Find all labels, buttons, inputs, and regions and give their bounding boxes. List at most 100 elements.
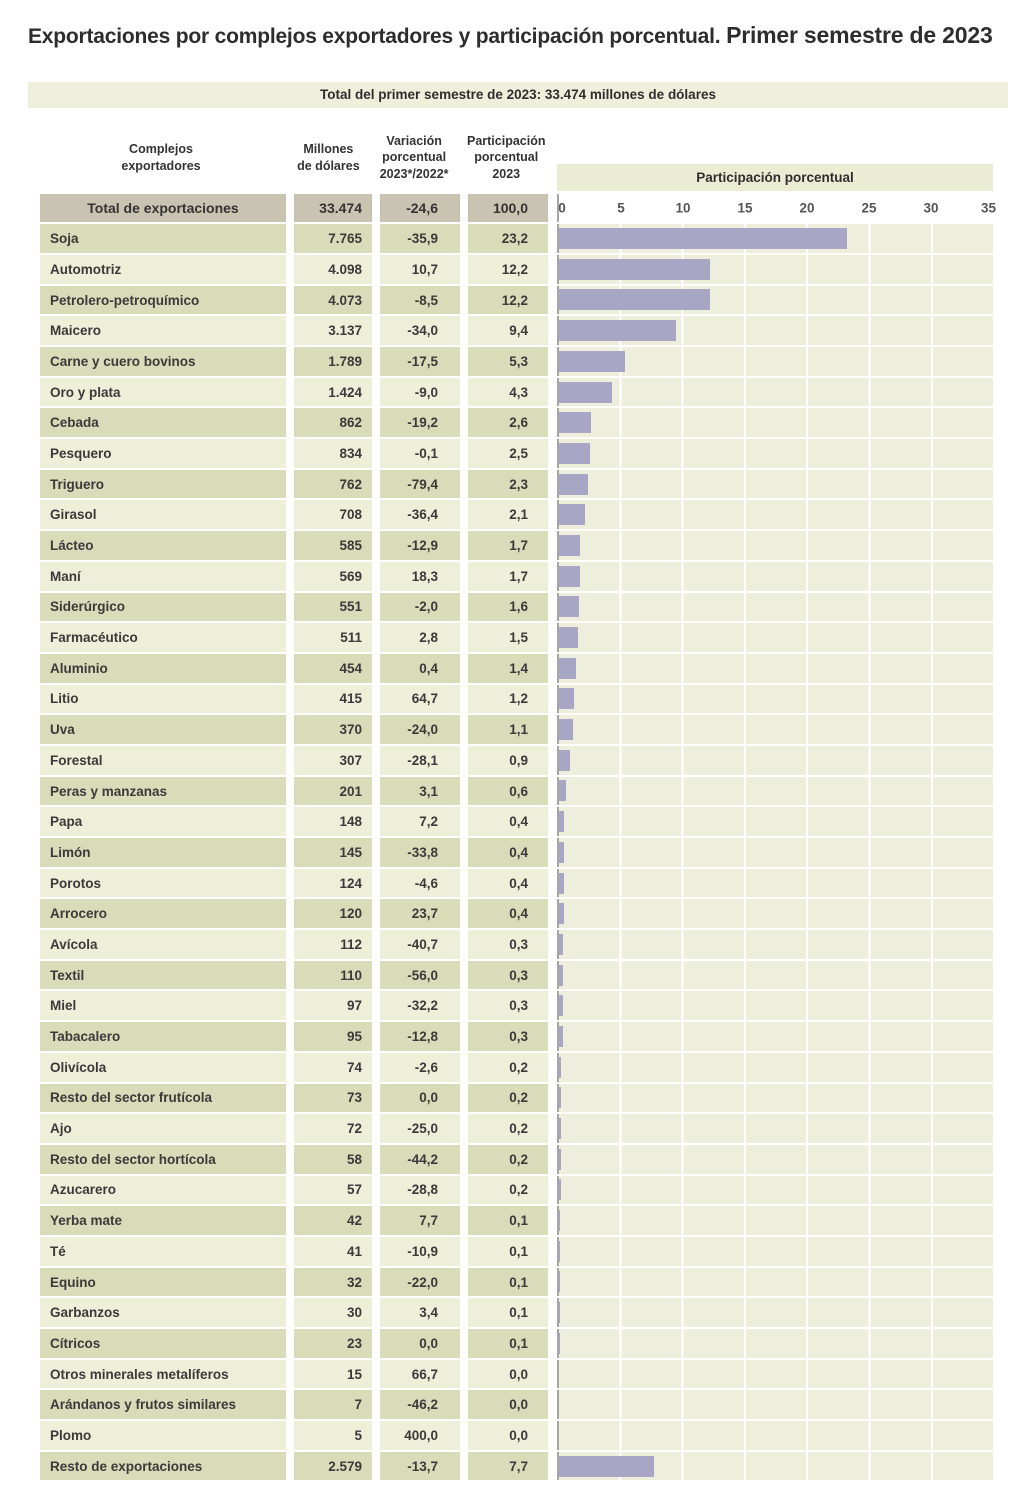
row-millones: 112 [294,930,372,959]
row-millones: 120 [294,899,372,929]
total-summary-band: Total del primer semestre de 2023: 33.47… [28,81,1008,108]
row-variacion: 23,7 [380,899,460,929]
table-row: Peras y manzanas 201 3,1 0,6 [40,776,551,806]
participation-bar [559,596,579,618]
chart-row [557,1451,993,1481]
row-label: Resto del sector hortícola [40,1144,286,1174]
table-row: Ajo 72 -25,0 0,2 [40,1114,551,1143]
chart-row [557,500,993,530]
x-axis-tick: 30 [923,200,939,216]
row-participacion: 0,3 [468,1022,548,1051]
row-variacion: -36,4 [380,500,460,530]
chart-row [557,316,993,346]
row-label: Azucarero [40,1175,286,1205]
row-participacion: 0,2 [468,1083,548,1113]
row-variacion: 2,8 [380,623,460,652]
participation-bar [559,504,586,526]
row-variacion: -19,2 [380,408,460,438]
row-label: Miel [40,991,286,1021]
row-variacion: -33,8 [380,838,460,867]
participation-bar [559,442,590,464]
chart-header-area: Participación porcentual [557,122,993,194]
row-variacion: -24,0 [380,715,460,744]
row-millones: 42 [294,1206,372,1235]
row-variacion: -28,1 [380,745,460,775]
chart-row [557,377,993,407]
chart-row [557,254,993,284]
row-millones: 834 [294,439,372,468]
row-participacion: 0,2 [468,1114,548,1143]
row-label: Carne y cuero bovinos [40,347,286,376]
header-complejos: Complejos exportadores [121,142,201,173]
chart-row [557,1390,993,1420]
row-variacion: -13,7 [380,1451,460,1481]
row-millones: 1.424 [294,377,372,407]
row-label: Papa [40,807,286,837]
row-label: Pesquero [40,439,286,468]
chart-row [557,653,993,683]
row-participacion: 12,2 [468,285,548,315]
table-row: Carne y cuero bovinos 1.789 -17,5 5,3 [40,347,551,376]
table-row: Té 41 -10,9 0,1 [40,1236,551,1266]
participation-bar [559,350,625,372]
table-row: Miel 97 -32,2 0,3 [40,991,551,1021]
participation-bar [559,719,573,741]
row-participacion: 7,7 [468,1451,548,1481]
row-millones: 58 [294,1144,372,1174]
row-label: Triguero [40,469,286,499]
participation-bar [559,1179,562,1201]
chart-row [557,1114,993,1143]
chart-row [557,991,993,1021]
chart-row [557,531,993,560]
row-millones: 307 [294,745,372,775]
row-millones: 551 [294,592,372,622]
participation-bar [559,1332,561,1354]
row-label: Uva [40,715,286,744]
participation-bar [559,565,581,587]
chart-row [557,960,993,990]
row-label: Equino [40,1267,286,1297]
row-variacion: 0,0 [380,1083,460,1113]
row-variacion: -8,5 [380,285,460,315]
row-millones: 5 [294,1421,372,1450]
participation-bar [559,1240,561,1262]
row-variacion: -9,0 [380,377,460,407]
x-axis-tick: 20 [799,200,815,216]
row-variacion: -25,0 [380,1114,460,1143]
chart-row [557,1144,993,1174]
participation-bar [559,320,676,342]
participation-bar [559,1210,561,1232]
row-variacion: -0,1 [380,439,460,468]
table-row: Azucarero 57 -28,8 0,2 [40,1175,551,1205]
row-label: Porotos [40,868,286,898]
row-millones: 57 [294,1175,372,1205]
chart-row [557,745,993,775]
chart-row [557,1359,993,1389]
row-millones: 95 [294,1022,372,1051]
row-variacion: -56,0 [380,960,460,990]
row-millones: 145 [294,838,372,867]
row-variacion: 7,2 [380,807,460,837]
table-row: Maní 569 18,3 1,7 [40,561,551,591]
row-participacion: 2,6 [468,408,548,438]
row-millones: 415 [294,684,372,714]
chart-row [557,1267,993,1297]
chart-row [557,1083,993,1113]
table-and-chart: Complejos exportadores Millones de dólar… [40,122,996,1483]
chart-row [557,1175,993,1205]
participation-chart: Participación porcentual 0 5 10 15 20 25 30 35 [551,122,996,1483]
row-label: Litio [40,684,286,714]
row-participacion: 0,0 [468,1359,548,1389]
row-label: Resto del sector frutícola [40,1083,286,1113]
table-row: Lácteo 585 -12,9 1,7 [40,531,551,560]
page-title: Exportaciones por complejos exportadores… [28,22,1013,50]
row-millones: 569 [294,561,372,591]
row-participacion: 1,7 [468,531,548,560]
row-variacion: 66,7 [380,1359,460,1389]
row-participacion: 1,4 [468,653,548,683]
row-label: Aluminio [40,653,286,683]
row-label: Cebada [40,408,286,438]
row-participacion: 0,0 [468,1390,548,1420]
row-label: Tabacalero [40,1022,286,1051]
